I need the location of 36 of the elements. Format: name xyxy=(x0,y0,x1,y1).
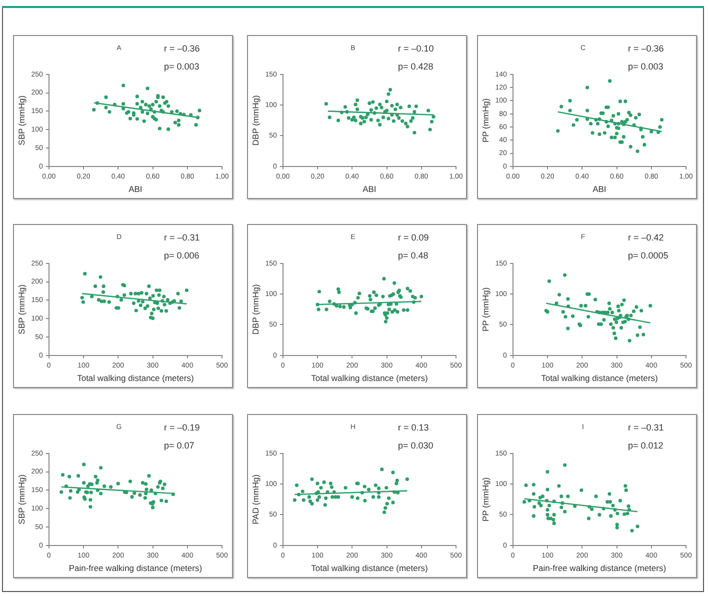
text: p= 0.030 xyxy=(398,440,434,450)
x-axis-title: ABI xyxy=(592,184,606,194)
y-axis-title: PP (mmHg) xyxy=(480,287,490,332)
x-axis-title: Total walking distance (meters) xyxy=(541,373,658,384)
y-axis-title: SBP (mmHg) xyxy=(16,474,26,524)
text: r = –0.10 xyxy=(398,43,434,54)
x-axis-title: Total walking distance (meters) xyxy=(311,373,428,384)
text: r = 0.09 xyxy=(398,232,429,242)
text: p= 0.012 xyxy=(628,440,664,450)
text: r = –0.36 xyxy=(628,43,664,54)
text: p= 0.48 xyxy=(398,250,428,260)
x-axis-title: Total walking distance (meters) xyxy=(77,373,194,384)
y-axis-title: SBP (mmHg) xyxy=(16,284,26,334)
text: p= 0.006 xyxy=(164,250,200,260)
x-axis-title: Total walking distance (meters) xyxy=(311,563,428,574)
y-axis-title: DBP (mmHg) xyxy=(250,95,260,146)
text: r = 0.13 xyxy=(398,422,429,432)
y-axis-title: PAD (mmHg) xyxy=(250,474,260,524)
y-axis-title: SBP (mmHg) xyxy=(16,95,26,146)
x-axis-title: ABI xyxy=(128,184,142,194)
text: p= 0.003 xyxy=(628,61,664,72)
text: p= 0.003 xyxy=(164,61,200,72)
x-axis-title: ABI xyxy=(362,184,376,194)
text: p= 0.428 xyxy=(398,61,434,72)
text: r = –0.19 xyxy=(164,422,200,432)
text: r = –0.31 xyxy=(628,422,664,432)
x-axis-title: Pain-free walking distance (meters) xyxy=(68,563,202,574)
text: r = –0.36 xyxy=(164,43,200,54)
y-axis-title: DBP (mmHg) xyxy=(250,284,260,335)
text: p= 0.07 xyxy=(164,440,194,450)
y-axis-title: PP (mmHg) xyxy=(480,477,490,522)
text: r = –0.31 xyxy=(164,232,200,242)
text: p= 0.0005 xyxy=(628,250,668,260)
x-axis-title: Pain-free walking distance (meters) xyxy=(532,563,666,574)
y-axis-title: PP (mmHg) xyxy=(480,98,490,143)
text: r = –0.42 xyxy=(628,232,664,242)
